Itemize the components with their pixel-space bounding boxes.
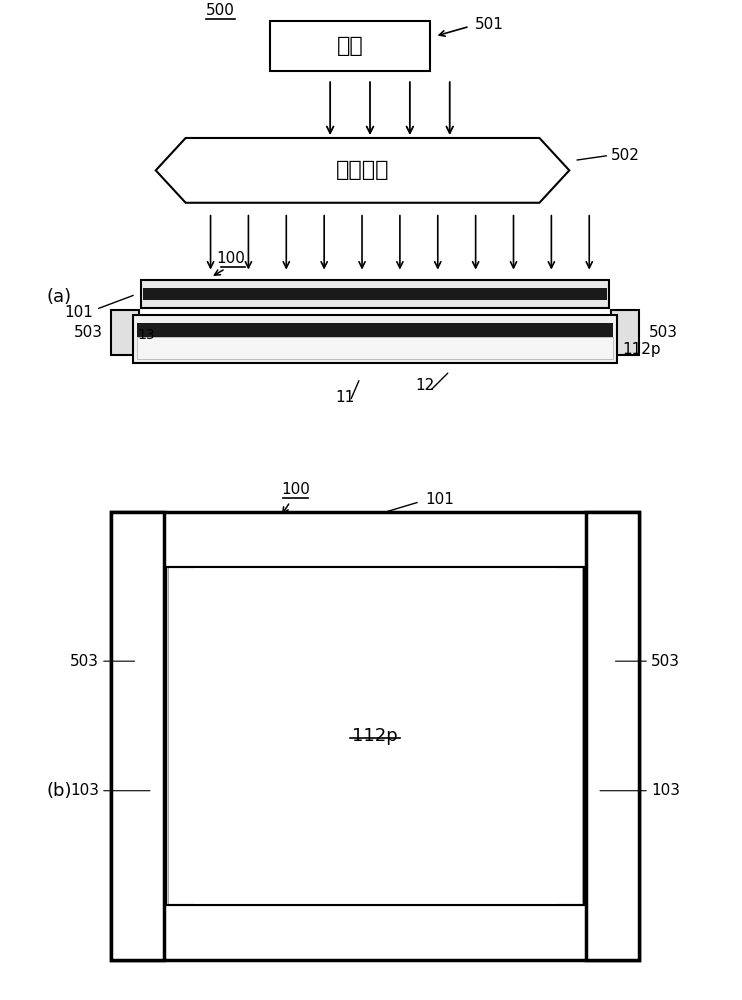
Bar <box>142 288 607 300</box>
Bar <box>133 315 617 363</box>
Text: 100: 100 <box>216 251 245 266</box>
Text: 112p: 112p <box>622 342 661 357</box>
Bar <box>111 512 639 960</box>
Bar <box>141 280 609 308</box>
Bar <box>111 310 139 355</box>
Text: 101: 101 <box>64 305 93 320</box>
Text: 103: 103 <box>70 783 99 798</box>
Text: 12: 12 <box>416 378 434 393</box>
Bar <box>194 567 556 905</box>
Polygon shape <box>156 138 569 203</box>
Text: 13: 13 <box>138 328 155 342</box>
Text: 503: 503 <box>649 325 678 340</box>
Bar <box>138 567 168 905</box>
Bar <box>137 323 613 337</box>
Text: 11: 11 <box>335 390 355 405</box>
Text: (b): (b) <box>46 782 72 800</box>
Bar <box>111 512 164 960</box>
Bar <box>582 567 612 905</box>
Text: 100: 100 <box>280 482 309 497</box>
Text: 光源: 光源 <box>337 36 364 56</box>
FancyBboxPatch shape <box>270 21 430 71</box>
Text: 501: 501 <box>475 17 504 32</box>
Text: 503: 503 <box>651 654 680 669</box>
Text: 502: 502 <box>611 148 640 163</box>
Text: 照明系统: 照明系统 <box>336 160 390 180</box>
Bar <box>137 337 613 359</box>
Text: 103: 103 <box>651 783 680 798</box>
Text: 112p: 112p <box>352 727 398 745</box>
Text: (a): (a) <box>46 288 71 306</box>
Bar <box>165 567 584 905</box>
Text: 503: 503 <box>74 325 103 340</box>
Text: 503: 503 <box>70 654 99 669</box>
Bar <box>611 310 639 355</box>
Bar <box>586 512 639 960</box>
Text: 101: 101 <box>425 492 453 507</box>
Text: 500: 500 <box>206 3 235 18</box>
Bar <box>165 567 584 905</box>
